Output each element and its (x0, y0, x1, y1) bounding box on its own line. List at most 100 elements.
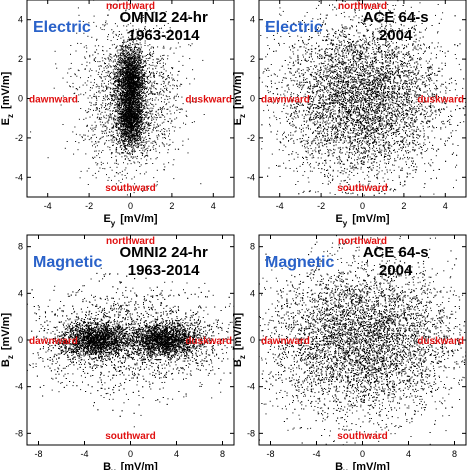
data-point (138, 84, 140, 86)
data-point (147, 81, 149, 83)
data-point (130, 140, 132, 142)
data-point (122, 49, 124, 51)
data-point (130, 108, 132, 110)
data-point (140, 72, 142, 74)
data-point (139, 112, 141, 114)
data-point (127, 95, 129, 97)
data-point (95, 86, 97, 88)
data-point (107, 70, 109, 72)
data-point (121, 52, 123, 54)
data-point (131, 90, 132, 92)
data-point (147, 108, 149, 109)
data-point (127, 93, 129, 95)
data-point (150, 47, 152, 49)
data-point (125, 113, 127, 115)
data-point (116, 147, 118, 148)
data-point (182, 140, 184, 142)
data-point (116, 72, 118, 74)
data-point (158, 125, 160, 127)
data-point (139, 135, 141, 137)
data-point (139, 94, 141, 95)
data-point (129, 136, 131, 137)
data-point (100, 119, 102, 120)
data-point (139, 84, 141, 86)
data-point (139, 56, 141, 58)
data-point (161, 110, 163, 112)
data-point (110, 139, 112, 141)
data-point (70, 86, 71, 88)
data-point (135, 63, 137, 65)
data-point (130, 66, 131, 68)
data-point (114, 107, 115, 109)
data-point (92, 114, 93, 116)
data-point (121, 100, 123, 102)
data-point (142, 108, 144, 110)
data-point (163, 68, 165, 70)
data-point (236, 134, 237, 135)
data-point (111, 118, 113, 120)
data-point (135, 101, 137, 103)
data-point (169, 118, 171, 120)
data-point (120, 106, 122, 108)
data-point (117, 55, 119, 56)
data-point (121, 62, 123, 64)
data-point (144, 86, 146, 88)
data-point (150, 111, 152, 113)
data-point (119, 132, 120, 134)
data-point (169, 29, 171, 31)
data-point (120, 70, 122, 72)
data-point (156, 137, 158, 139)
data-point (123, 100, 125, 102)
data-point (140, 61, 142, 63)
data-point (155, 110, 157, 112)
data-point (131, 44, 133, 46)
data-point (139, 150, 141, 151)
data-point (140, 98, 142, 100)
data-point (144, 45, 146, 46)
data-point (142, 78, 144, 79)
data-point (97, 85, 99, 87)
data-point (154, 140, 156, 142)
data-point (164, 88, 166, 89)
data-point (134, 52, 136, 54)
data-point (144, 108, 146, 110)
data-point (137, 100, 139, 102)
data-point (169, 139, 171, 141)
data-point (114, 78, 116, 79)
data-point (129, 99, 131, 101)
data-point (182, 103, 184, 105)
data-point (132, 137, 134, 139)
data-point (138, 49, 140, 51)
data-point (165, 79, 167, 81)
data-point (115, 123, 117, 125)
data-point (145, 61, 147, 63)
data-point (155, 148, 157, 150)
data-point (126, 69, 128, 71)
data-point (94, 79, 95, 81)
data-point (134, 144, 136, 146)
data-point (117, 100, 118, 102)
data-point (138, 86, 140, 88)
data-point (161, 142, 163, 144)
data-point (140, 107, 142, 109)
data-point (107, 179, 109, 181)
data-point (127, 109, 129, 111)
data-point (156, 184, 158, 186)
data-point (133, 111, 135, 112)
data-point (139, 38, 141, 40)
data-point (118, 71, 119, 73)
data-point (117, 126, 119, 128)
data-point (127, 132, 129, 134)
data-point (125, 83, 127, 85)
data-point (143, 85, 145, 87)
data-point (119, 116, 120, 118)
data-point (120, 126, 122, 128)
data-point (133, 139, 135, 141)
data-point (148, 188, 149, 190)
data-point (120, 122, 122, 124)
data-point (130, 80, 132, 82)
data-point (103, 117, 105, 119)
data-point (125, 71, 127, 73)
data-point (143, 61, 145, 63)
data-point (145, 131, 147, 133)
